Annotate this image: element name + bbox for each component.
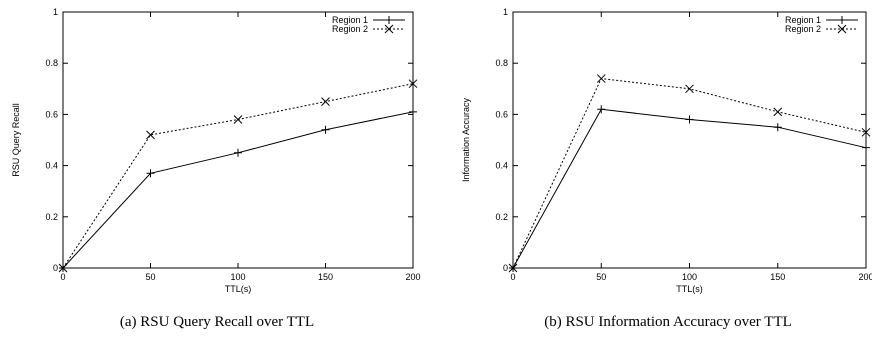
y-tick-label: 0.2 <box>495 212 508 222</box>
series-region-2 <box>58 79 418 273</box>
data-point-cross <box>384 24 394 34</box>
data-point-plus <box>685 115 694 124</box>
data-point-cross <box>596 74 606 83</box>
x-tick-label: 100 <box>682 272 697 282</box>
data-point-plus <box>838 16 846 24</box>
legend-label: Region 2 <box>785 24 821 34</box>
y-tick-label: 0 <box>53 263 58 273</box>
data-point-plus <box>409 107 417 116</box>
data-point-cross <box>146 130 155 140</box>
x-tick-label: 0 <box>510 272 515 282</box>
data-point-plus <box>597 105 606 114</box>
series-line <box>512 108 867 269</box>
y-tick-label: 0 <box>503 263 508 273</box>
x-tick-label: 0 <box>60 272 65 282</box>
data-point-cross <box>837 24 847 34</box>
y-axis-label: RSU Query Recall <box>11 103 21 177</box>
x-axis-label: TTL(s) <box>225 284 252 294</box>
x-axis-label: TTL(s) <box>676 284 703 294</box>
y-axis-label: Information Accuracy <box>461 97 471 182</box>
data-point-plus <box>862 143 870 152</box>
y-tick-label: 0.6 <box>495 109 508 119</box>
data-point-cross <box>408 79 418 89</box>
data-point-plus <box>321 125 330 134</box>
y-tick-label: 0.8 <box>495 58 508 68</box>
data-point-plus <box>234 148 242 157</box>
legend-label: Region 1 <box>785 15 821 25</box>
chart-panel-b: 0 0.2 0.4 0.6 0.8 1 0 50 100 150 200 TTL(s) Informat… <box>461 7 872 330</box>
data-point-plus <box>773 123 782 132</box>
plot-frame <box>62 11 414 269</box>
figure-caption: (b) RSU Information Accuracy over TTL <box>544 314 792 330</box>
data-point-plus <box>385 16 393 24</box>
data-point-cross <box>321 97 330 106</box>
plot-frame <box>512 11 867 269</box>
x-tick-label: 200 <box>858 272 872 282</box>
legend-label: Region 1 <box>332 15 368 25</box>
x-tick-label: 150 <box>770 272 785 282</box>
x-tick-label: 50 <box>596 272 606 282</box>
y-tick-label: 1 <box>53 7 58 17</box>
series-line <box>62 111 414 269</box>
data-point-cross <box>861 127 871 137</box>
data-point-cross <box>58 263 68 273</box>
legend-label: Region 2 <box>332 24 368 34</box>
y-tick-label: 0.6 <box>45 109 58 119</box>
data-point-cross <box>508 263 518 273</box>
x-tick-label: 50 <box>145 272 155 282</box>
chart-panel-a: 0 0.2 0.4 0.6 0.8 1 0 50 100 150 200 TTL(s) RSU Quer… <box>11 7 421 330</box>
y-tick-label: 1 <box>503 7 508 17</box>
series-region-2 <box>508 74 871 273</box>
y-tick-label: 0.4 <box>45 161 58 171</box>
data-point-cross <box>773 107 783 117</box>
x-tick-label: 100 <box>230 272 245 282</box>
figure-caption: (a) RSU Query Recall over TTL <box>120 314 314 330</box>
x-tick-label: 200 <box>405 272 420 282</box>
data-point-cross <box>233 115 243 124</box>
x-tick-label: 150 <box>318 272 333 282</box>
y-tick-label: 0.8 <box>45 58 58 68</box>
data-point-cross <box>685 84 694 94</box>
y-tick-label: 0.4 <box>495 161 508 171</box>
series-region-1 <box>59 107 417 272</box>
series-region-1 <box>509 105 870 272</box>
y-tick-label: 0.2 <box>45 212 58 222</box>
series-line <box>62 83 414 269</box>
data-point-plus <box>146 169 155 178</box>
